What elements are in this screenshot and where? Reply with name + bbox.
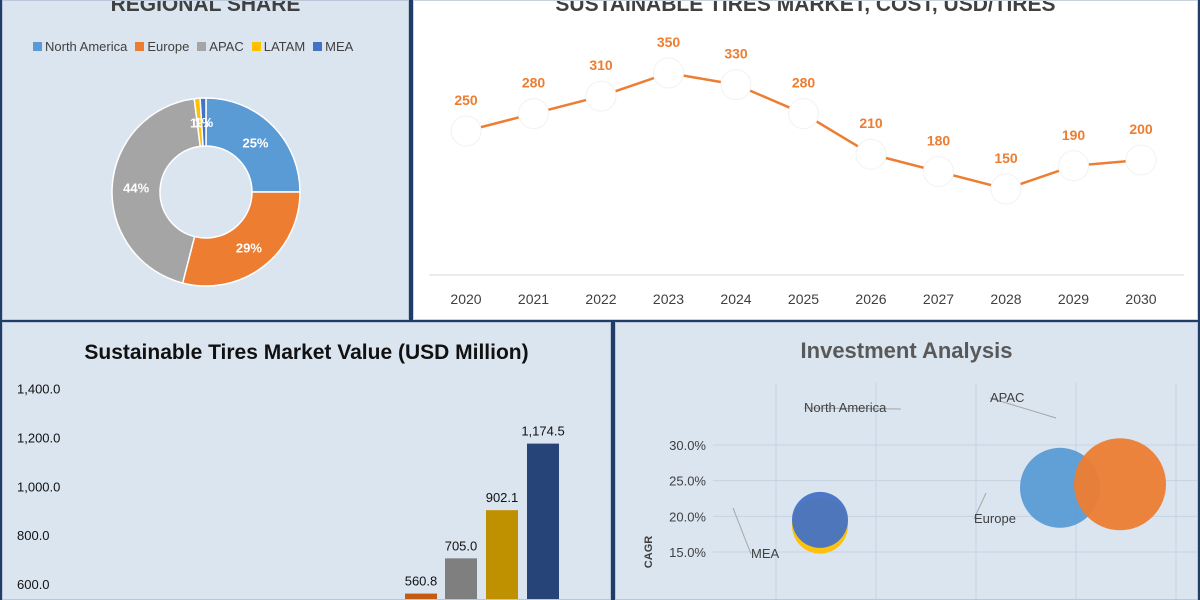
bubble-y-tick: 30.0% (669, 438, 706, 453)
cost-data-label: 250 (454, 92, 478, 108)
bar-705-0 (445, 558, 477, 599)
legend-swatch (33, 42, 42, 51)
cost-chart-panel: SUSTAINABLE TIRES MARKET, COST, USD/TIRE… (413, 0, 1198, 320)
investment-bubble-chart: 30.0% 25.0% 20.0% 15.0% CAGR North America Eur… (643, 383, 1197, 599)
cost-x-tick: 2027 (923, 291, 954, 307)
cost-point-2025 (788, 98, 819, 130)
cost-x-tick: 2020 (450, 291, 481, 307)
bar-y-tick: 600.0 (17, 577, 50, 592)
legend-label: APAC (209, 39, 244, 54)
legend-label: MEA (325, 39, 354, 54)
investment-panel: Investment Analysis 30.0% 25.0% 20.0% 15.0%… (615, 322, 1198, 600)
legend-swatch (251, 42, 261, 51)
bar-data-label: 1,174.5 (521, 424, 564, 439)
cost-data-label: 350 (657, 34, 681, 50)
donut-slice-apac (111, 97, 202, 284)
legend-item-north-america: North America (33, 39, 127, 54)
donut-slice-north-america (205, 97, 301, 193)
bubble-label-north-america: North America (804, 400, 887, 415)
cost-point-2021 (518, 98, 549, 130)
cost-x-tick: 2030 (1125, 291, 1156, 307)
cost-data-label: 280 (522, 75, 546, 91)
regional-share-legend: North America Europe APAC LATAM MEA (33, 39, 353, 54)
cost-chart-title: SUSTAINABLE TIRES MARKET, COST, USD/TIRE… (555, 0, 1056, 16)
cost-x-tick: 2024 (720, 291, 751, 307)
cost-point-2022 (585, 80, 617, 112)
bar-data-label: 902.1 (486, 490, 519, 505)
cost-point-2026 (855, 138, 887, 170)
bar-1-174-5 (527, 443, 559, 599)
bar-data-label: 560.8 (405, 574, 438, 589)
legend-item-mea: MEA (313, 39, 353, 54)
bar-y-tick: 1,400.0 (17, 382, 60, 397)
legend-swatch (135, 42, 145, 51)
donut-label: 29% (236, 240, 262, 255)
cost-data-label: 180 (927, 133, 951, 149)
cost-data-label: 190 (1062, 127, 1086, 143)
investment-title: Investment Analysis (800, 338, 1013, 363)
market-value-panel: Sustainable Tires Market Value (USD Mill… (2, 322, 611, 600)
cost-point-2023 (653, 57, 684, 89)
cost-data-label: 280 (792, 75, 816, 91)
bubble-y-tick: 25.0% (669, 474, 706, 489)
cost-data-label: 330 (724, 46, 748, 62)
regional-share-title: REGIONAL SHARE (110, 0, 301, 16)
donut-slice-mea (199, 97, 207, 147)
cost-point-2030 (1125, 144, 1157, 176)
bubble-label-apac: APAC (990, 390, 1024, 405)
bubble-leader-line (803, 407, 902, 410)
cost-data-label: 200 (1129, 121, 1153, 137)
bubble-y-tick: 15.0% (669, 545, 706, 560)
cost-x-tick: 2029 (1058, 291, 1089, 307)
cost-data-label: 310 (589, 57, 613, 73)
bar-y-tick: 1,000.0 (17, 479, 60, 494)
donut-label: 1% (194, 115, 213, 130)
legend-label: Europe (147, 39, 190, 54)
bar-902-1 (486, 510, 518, 599)
cost-data-label: 210 (859, 115, 883, 131)
bubble-mea (792, 491, 848, 548)
bubble-y-tick: 20.0% (669, 509, 706, 524)
bubble-leader-line (973, 492, 987, 520)
bar-y-tick: 800.0 (17, 528, 50, 543)
cost-point-2024 (720, 69, 752, 101)
bubble-y-axis-label: CAGR (643, 536, 655, 568)
cost-line-chart: 250 2020 280 2021 310 2022 350 2023 330 2024 280 20… (429, 34, 1184, 307)
legend-swatch (197, 42, 207, 51)
cost-x-tick: 2023 (653, 291, 684, 307)
cost-x-tick: 2021 (518, 291, 549, 307)
cost-x-tick: 2025 (788, 291, 819, 307)
cost-x-tick: 2028 (990, 291, 1021, 307)
bubble-label-mea: MEA (751, 546, 780, 561)
legend-swatch (313, 42, 323, 51)
bar-560-8 (405, 593, 437, 599)
legend-label: North America (45, 39, 128, 54)
donut-slice-europe (181, 191, 301, 287)
cost-point-2029 (1058, 150, 1089, 182)
donut-label: 25% (242, 136, 268, 151)
cost-point-2020 (450, 115, 482, 147)
cost-point-2027 (923, 156, 954, 188)
market-value-bar-chart: 1,400.01,200.01,000.0800.0600.0454.1560.… (17, 382, 565, 599)
legend-item-latam: LATAM (251, 39, 306, 54)
legend-label: LATAM (263, 39, 306, 54)
cost-x-tick: 2022 (585, 291, 616, 307)
bubble-europe (1074, 438, 1166, 531)
bar-y-tick: 1,200.0 (17, 430, 60, 445)
legend-item-europe: Europe (135, 39, 189, 54)
bubble-label-europe: Europe (974, 511, 1016, 526)
regional-share-donut: 25%29%44%1%1% (111, 97, 301, 287)
legend-item-apac: APAC (197, 39, 244, 54)
bubble-leader-line (989, 397, 1057, 419)
cost-x-tick: 2026 (855, 291, 886, 307)
cost-point-2028 (990, 173, 1022, 205)
bar-data-label: 705.0 (445, 538, 478, 553)
bubble-leader-line (732, 507, 752, 555)
cost-data-label: 150 (994, 150, 1018, 166)
regional-share-panel: REGIONAL SHARE North America Europe APAC LA… (2, 0, 409, 320)
donut-label: 44% (123, 181, 149, 196)
market-value-title: Sustainable Tires Market Value (USD Mill… (84, 341, 529, 364)
